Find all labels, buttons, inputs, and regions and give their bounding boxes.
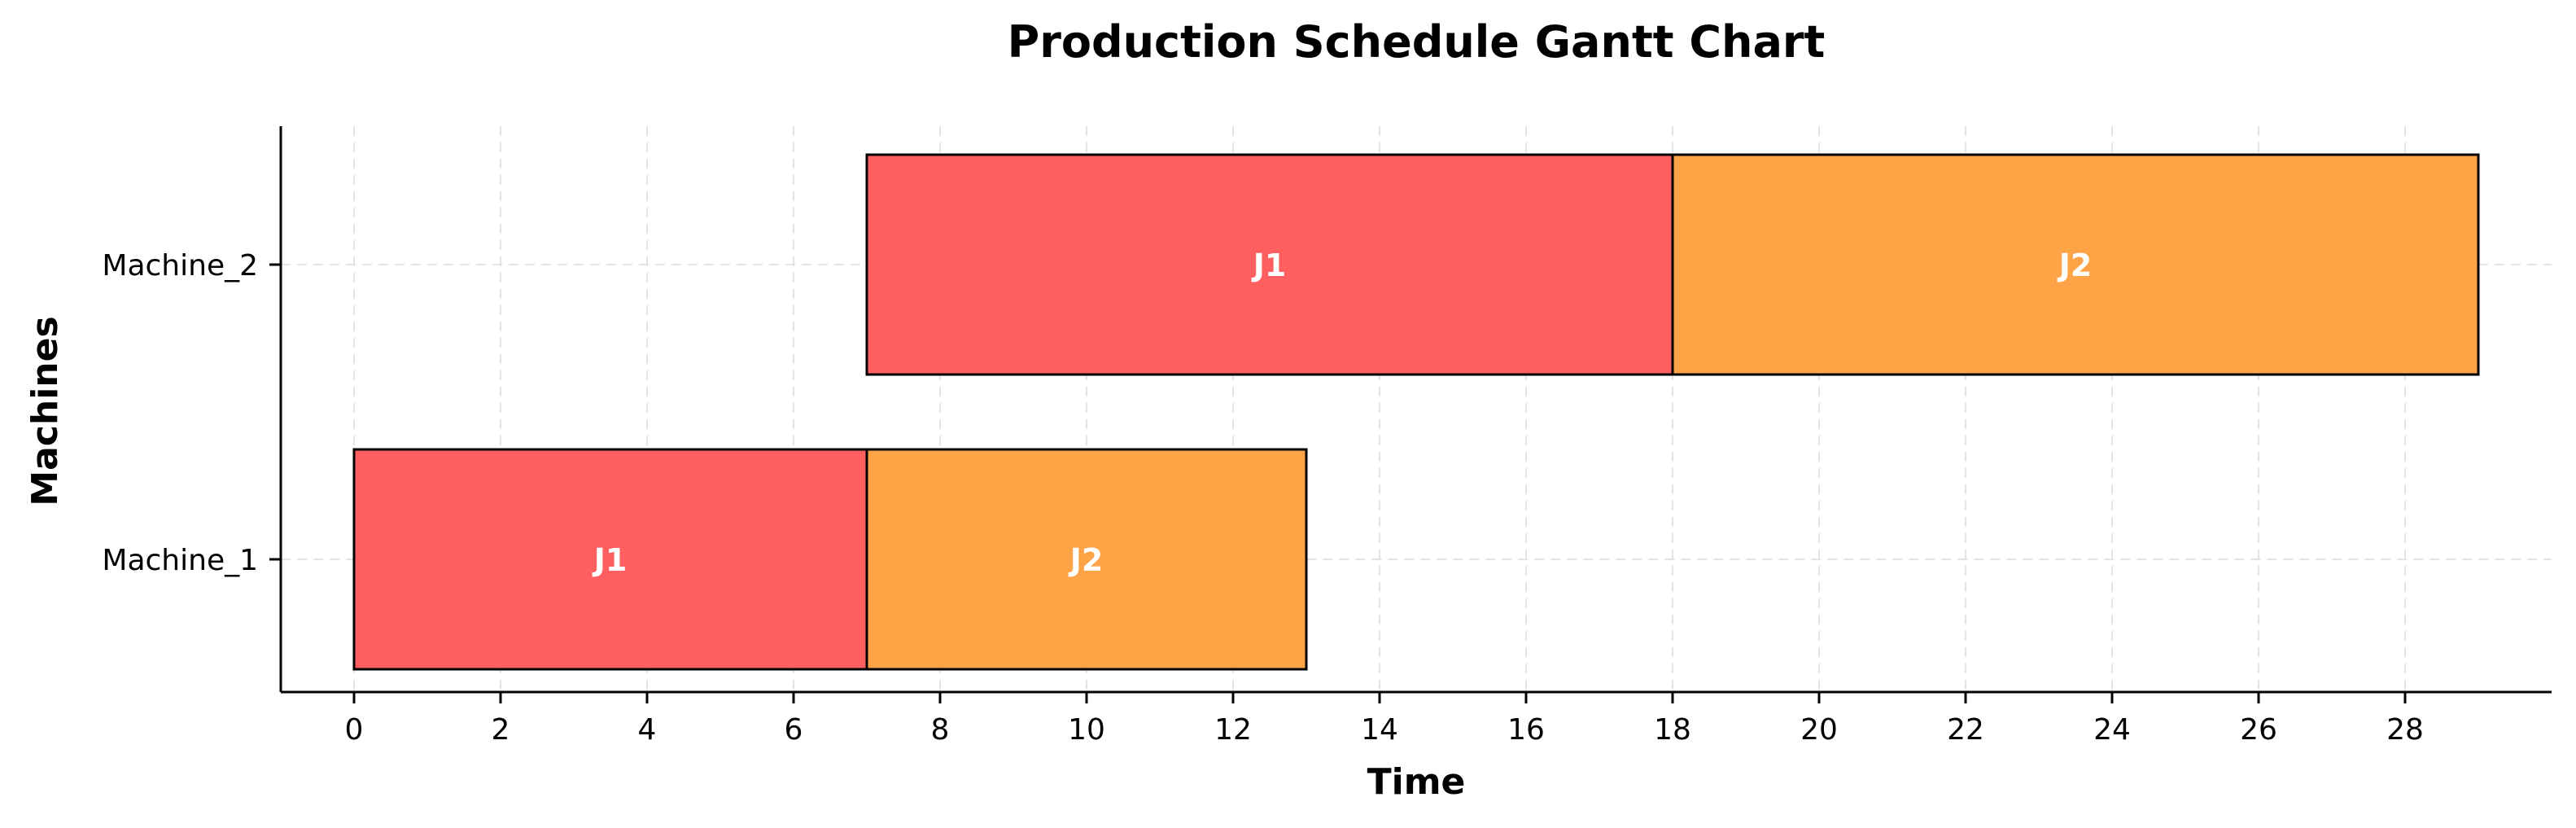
bars-layer: J1 J2 J1 J2 bbox=[352, 153, 2480, 671]
bar-label-machine_2-j1: J1 bbox=[1251, 248, 1287, 283]
x-tick-label-12: 24 bbox=[2093, 713, 2131, 747]
bar-machine_1-j2 bbox=[865, 448, 1308, 671]
x-tick-label-11: 22 bbox=[1947, 713, 1984, 747]
axes-layer bbox=[279, 126, 2552, 694]
x-tick-label-9: 18 bbox=[1654, 713, 1691, 747]
y-ticks: Machine_1 Machine_2 bbox=[102, 249, 281, 577]
x-tick-label-0: 0 bbox=[345, 713, 364, 747]
x-axis-label: Time bbox=[1367, 761, 1466, 803]
x-ticks: 0 2 4 6 8 10 12 14 16 18 20 22 24 26 28 bbox=[345, 692, 2424, 747]
x-tick-label-14: 28 bbox=[2386, 713, 2424, 747]
y-tick-label-machine_2: Machine_2 bbox=[102, 249, 258, 283]
x-tick-label-6: 12 bbox=[1214, 713, 1252, 747]
bar-machine_2-j2 bbox=[1671, 153, 2480, 376]
bar-label-machine_1-j2: J2 bbox=[1068, 542, 1104, 578]
y-axis-label: Machines bbox=[24, 316, 66, 506]
x-tick-label-2: 4 bbox=[638, 713, 657, 747]
x-tick-label-8: 16 bbox=[1507, 713, 1545, 747]
bar-machine_2-j1 bbox=[865, 153, 1674, 376]
bar-label-machine_1-j1: J1 bbox=[592, 542, 628, 578]
x-tick-label-3: 6 bbox=[785, 713, 803, 747]
chart-title: Production Schedule Gantt Chart bbox=[1008, 16, 1826, 68]
y-tick-label-machine_1: Machine_1 bbox=[102, 544, 258, 577]
bar-machine_1-j1 bbox=[352, 448, 868, 671]
x-tick-label-10: 20 bbox=[1800, 713, 1838, 747]
x-tick-label-4: 8 bbox=[931, 713, 950, 747]
x-tick-label-7: 14 bbox=[1361, 713, 1398, 747]
bar-label-machine_2-j2: J2 bbox=[2057, 248, 2093, 283]
x-tick-label-5: 10 bbox=[1068, 713, 1105, 747]
x-tick-label-13: 26 bbox=[2240, 713, 2277, 747]
x-tick-label-1: 2 bbox=[492, 713, 510, 747]
